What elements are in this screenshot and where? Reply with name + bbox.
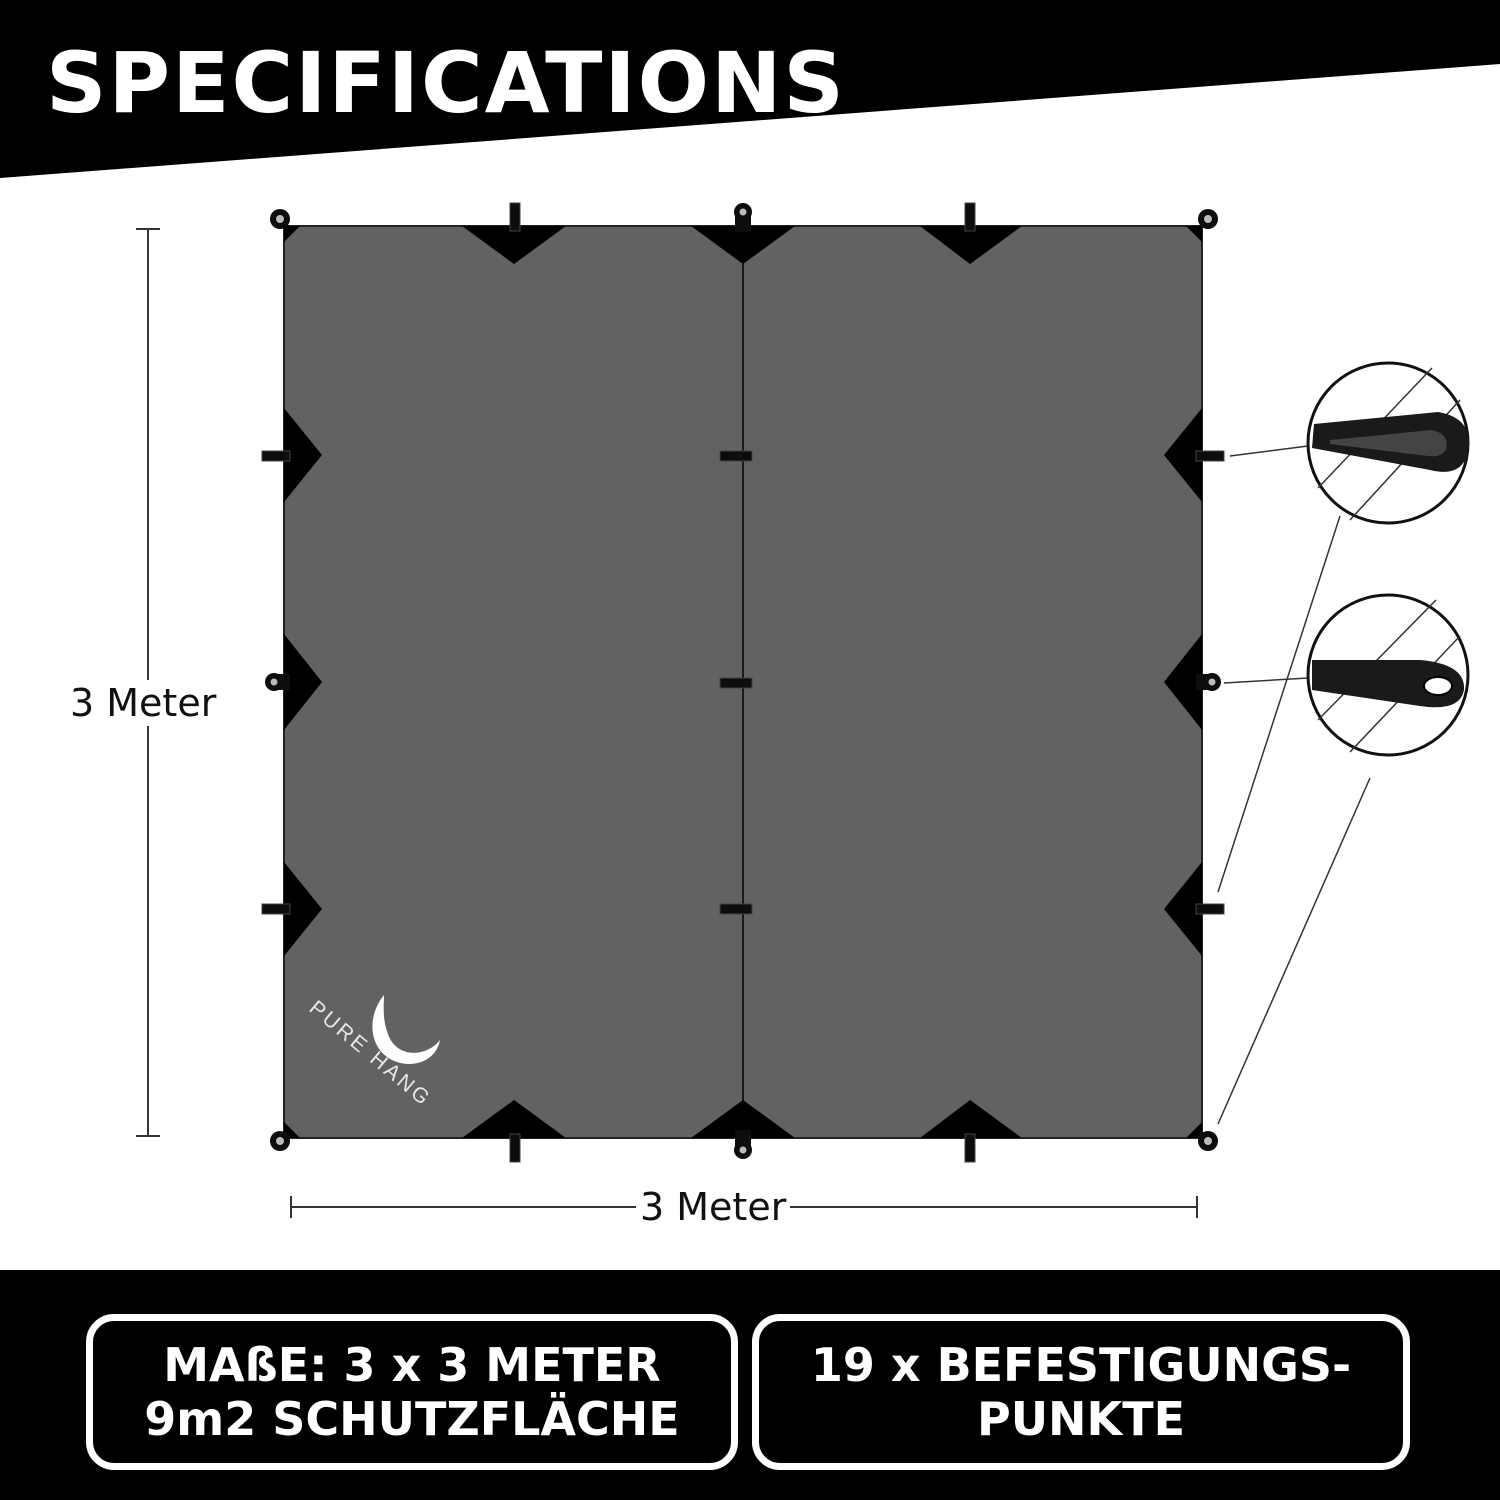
grommet-tab-detail-icon [1306, 593, 1470, 757]
attachment-tab [1195, 903, 1225, 915]
width-label: 3 Meter [636, 1184, 791, 1230]
attachment-tab [509, 202, 521, 232]
spec-dimensions-line-1: MAßE: 3 x 3 METER [163, 1338, 661, 1392]
grommet [1198, 209, 1218, 229]
spec-box-attachments: 19 x BEFESTIGUNGS- PUNKTE [752, 1314, 1410, 1470]
spec-dimensions-line-2: 9m2 SCHUTZFLÄCHE [144, 1392, 680, 1446]
footer-band: MAßE: 3 x 3 METER 9m2 SCHUTZFLÄCHE 19 x … [0, 1270, 1500, 1500]
attachment-tab [964, 1133, 976, 1163]
attachment-tab [719, 903, 753, 915]
moon-logo-icon [372, 995, 440, 1064]
attachment-tab [261, 903, 291, 915]
reinforcement-patches [284, 226, 1202, 1138]
attachment-tab [509, 1133, 521, 1163]
loop-detail-icon [1306, 361, 1470, 525]
attachment-tab [261, 450, 291, 462]
grommet [270, 1131, 290, 1151]
spec-box-dimensions: MAßE: 3 x 3 METER 9m2 SCHUTZFLÄCHE [86, 1314, 738, 1470]
attachment-tab [719, 450, 753, 462]
page-title: SPECIFICATIONS [46, 34, 846, 132]
header-band [0, 0, 1500, 178]
attachment-tab [964, 202, 976, 232]
grommet [270, 209, 290, 229]
grommet [734, 203, 752, 232]
attachment-points [261, 202, 1225, 1163]
grommet [265, 673, 290, 691]
grommet [1198, 1131, 1218, 1151]
grommet-points [265, 203, 1221, 1159]
attachment-tab [719, 677, 753, 689]
height-label: 3 Meter [66, 680, 221, 726]
spec-attachments-line-2: PUNKTE [976, 1392, 1185, 1446]
spec-attachments-line-1: 19 x BEFESTIGUNGS- [810, 1338, 1352, 1392]
grommet [734, 1130, 752, 1159]
attachment-tab [1195, 450, 1225, 462]
detail-leader-lines [1217, 445, 1371, 1125]
tarp-diagram: PURE HANG [136, 202, 1470, 1218]
grommet [1196, 673, 1221, 691]
